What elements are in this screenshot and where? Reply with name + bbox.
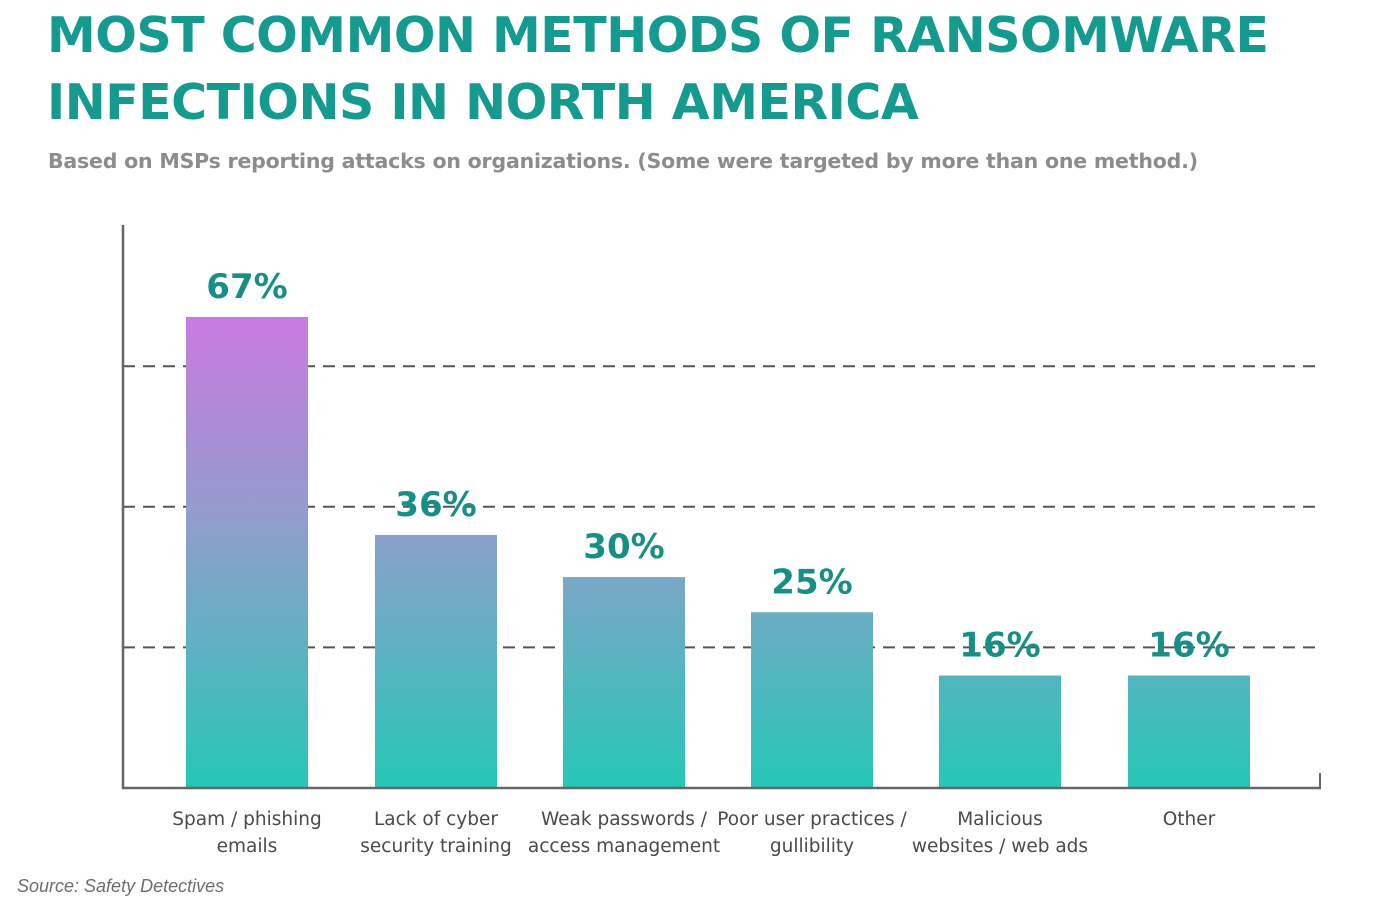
source-note: Source: Safety Detectives: [17, 876, 225, 896]
bar-value-label: 67%: [206, 267, 287, 307]
bar: [939, 675, 1061, 788]
category-label: websites / web ads: [912, 836, 1088, 857]
category-label: Other: [1163, 809, 1216, 830]
category-label: Spam / phishing: [172, 809, 321, 830]
bar-value-label: 16%: [959, 626, 1040, 666]
bar: [186, 316, 308, 788]
chart-subtitle: Based on MSPs reporting attacks on organ…: [48, 149, 1198, 173]
bar: [375, 534, 497, 788]
bar-value-label: 30%: [583, 527, 664, 567]
bar: [751, 612, 873, 788]
category-label: Poor user practices /: [717, 809, 907, 830]
category-label: Malicious: [957, 809, 1043, 830]
bar-value-label: 16%: [1148, 626, 1229, 666]
category-label: emails: [217, 836, 278, 857]
category-label: gullibility: [770, 836, 854, 857]
category-label: security training: [360, 836, 511, 857]
category-label: Lack of cyber: [374, 809, 498, 830]
bar: [1128, 675, 1250, 788]
bar-value-label: 25%: [771, 562, 852, 602]
category-label: access management: [528, 836, 720, 857]
chart-title: MOST COMMON METHODS OF RANSOMWARE INFECT…: [47, 7, 1269, 131]
bar: [563, 577, 685, 788]
category-label: Weak passwords /: [541, 809, 708, 830]
bar-value-label: 36%: [395, 485, 476, 525]
